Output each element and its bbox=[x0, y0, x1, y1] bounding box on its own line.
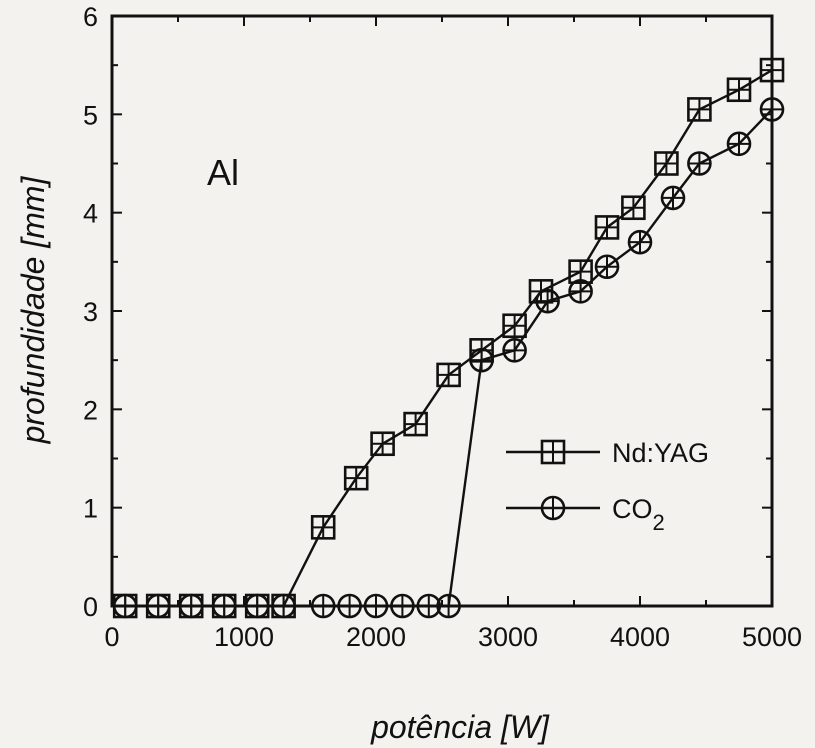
data-point bbox=[337, 593, 362, 619]
data-point bbox=[363, 593, 389, 619]
legend-item: Nd:YAG bbox=[506, 438, 709, 468]
x-tick-label: 5000 bbox=[742, 622, 802, 652]
data-point bbox=[178, 593, 204, 619]
data-point bbox=[112, 593, 138, 619]
y-tick-label: 2 bbox=[83, 395, 98, 425]
data-point bbox=[403, 411, 428, 437]
data-point bbox=[687, 97, 712, 122]
y-tick-label: 5 bbox=[83, 100, 98, 130]
y-tick-label: 0 bbox=[83, 592, 98, 622]
data-point bbox=[660, 185, 686, 211]
data-point bbox=[654, 151, 679, 176]
series-ndyag bbox=[112, 57, 785, 619]
y-tick-label: 3 bbox=[83, 297, 98, 327]
series-layer bbox=[112, 57, 785, 619]
legend-item: CO2 bbox=[506, 494, 665, 535]
y-tick-label: 6 bbox=[83, 2, 98, 32]
data-point bbox=[436, 362, 461, 388]
data-point bbox=[502, 313, 527, 339]
series-line bbox=[125, 69, 773, 608]
data-point bbox=[145, 593, 171, 619]
data-point bbox=[390, 593, 415, 619]
x-tick-label: 3000 bbox=[478, 622, 538, 652]
data-point bbox=[687, 151, 712, 176]
data-point bbox=[436, 593, 461, 619]
data-point bbox=[568, 279, 593, 304]
legend-marker bbox=[540, 495, 566, 521]
x-tick-label: 0 bbox=[104, 622, 119, 652]
data-point bbox=[627, 229, 653, 255]
y-axis-title: profundidade [mm] bbox=[15, 175, 51, 444]
data-point bbox=[343, 465, 369, 491]
data-point bbox=[310, 515, 336, 540]
data-point bbox=[759, 97, 785, 122]
plot-frame bbox=[110, 14, 774, 608]
data-point bbox=[594, 215, 620, 240]
y-tick-label: 4 bbox=[83, 199, 98, 229]
data-point bbox=[726, 131, 752, 157]
x-tick-label: 1000 bbox=[214, 622, 274, 652]
legend-marker bbox=[540, 439, 566, 465]
annotation-al: Al bbox=[207, 152, 239, 193]
legend-label: CO2 bbox=[612, 494, 665, 535]
data-point bbox=[535, 288, 560, 314]
x-tick-label: 4000 bbox=[610, 622, 670, 652]
data-point bbox=[621, 195, 646, 221]
data-point bbox=[759, 57, 785, 83]
x-tick-label: 2000 bbox=[346, 622, 406, 652]
legend-label: Nd:YAG bbox=[612, 438, 709, 468]
y-tick-label: 1 bbox=[83, 494, 98, 524]
series-co2 bbox=[112, 97, 785, 619]
x-axis-title: potência [W] bbox=[370, 709, 550, 745]
data-point bbox=[502, 338, 527, 363]
data-point bbox=[271, 593, 296, 619]
legend: Nd:YAG CO2 bbox=[506, 438, 709, 535]
data-point bbox=[594, 254, 620, 280]
data-point bbox=[211, 593, 237, 619]
data-point bbox=[370, 431, 395, 457]
data-point bbox=[310, 593, 336, 619]
data-point bbox=[726, 77, 752, 103]
data-point bbox=[244, 593, 270, 619]
data-point bbox=[469, 347, 494, 373]
